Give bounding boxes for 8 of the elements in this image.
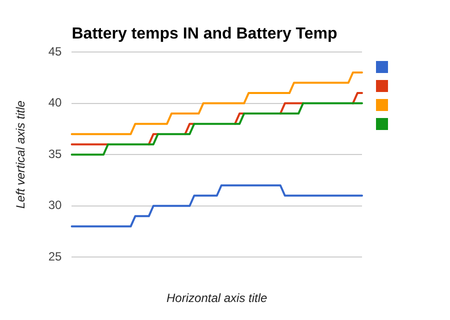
y-tick-label: 30 — [48, 198, 62, 212]
chart-title: Battery temps IN and Battery Temp — [72, 25, 338, 42]
y-tick-label: 25 — [48, 250, 62, 264]
y-tick-label: 45 — [48, 44, 62, 58]
y-tick-label: 35 — [48, 146, 62, 161]
x-axis-title: Horizontal axis title — [166, 291, 268, 306]
y-tick-label: 40 — [48, 96, 62, 110]
y-axis-title: Left vertical axis title — [14, 100, 28, 209]
